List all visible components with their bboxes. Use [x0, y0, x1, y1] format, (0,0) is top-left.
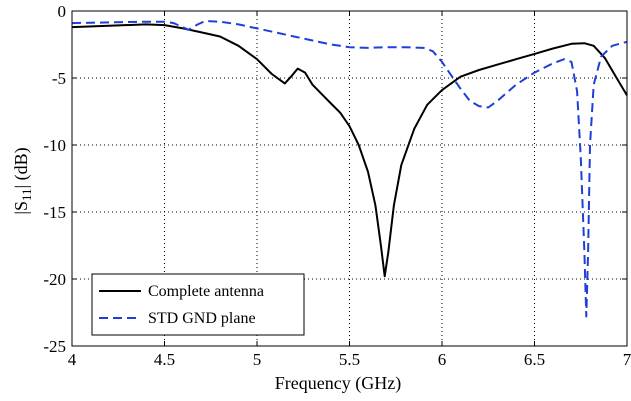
- y-tick-label: 0: [58, 2, 67, 21]
- series-line-std-gnd-plane: [71, 20, 628, 318]
- y-tick-label: -15: [43, 203, 66, 222]
- y-axis-title-main: |S: [11, 201, 31, 215]
- x-tick-label: 6.5: [524, 350, 545, 369]
- x-tick-label: 4: [68, 350, 77, 369]
- legend-label-complete-antenna: Complete antenna: [148, 283, 264, 300]
- tick-labels: 4 4.5 5 5.5 6 6.5 7 0 -5 -10 -15 -20 -25: [43, 2, 631, 369]
- y-axis-title-subscript: 11: [19, 188, 34, 201]
- legend-box: [91, 273, 305, 336]
- x-tick-label: 7: [623, 350, 631, 369]
- x-tick-label: 4.5: [154, 350, 175, 369]
- y-tick-label: -20: [43, 270, 66, 289]
- y-tick-label: -5: [52, 69, 66, 88]
- x-tick-label: 5.5: [339, 350, 360, 369]
- y-axis-title-end: | (dB): [11, 147, 32, 188]
- y-tick-label: -10: [43, 136, 66, 155]
- y-axis-title: |S11| (dB): [11, 147, 34, 214]
- series-line-complete-antenna: [71, 23, 628, 278]
- y-tick-label: -25: [43, 337, 66, 356]
- legend-label-std-gnd-plane: STD GND plane: [148, 310, 256, 327]
- legend: Complete antenna STD GND plane: [91, 273, 305, 336]
- x-tick-label: 6: [438, 350, 447, 369]
- x-tick-label: 5: [253, 350, 262, 369]
- x-axis-title: Frequency (GHz): [275, 373, 401, 394]
- tick-marks: [71, 10, 628, 347]
- plot-lines: [71, 20, 628, 318]
